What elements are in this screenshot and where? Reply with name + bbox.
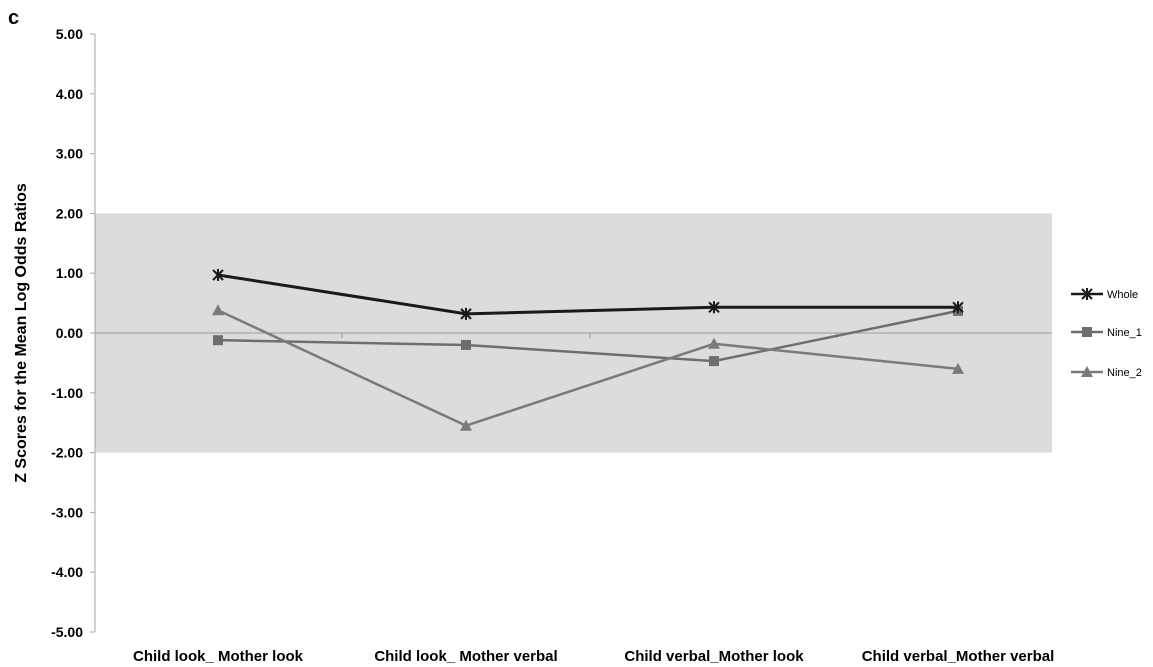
data-point: [212, 304, 224, 316]
data-point: [952, 301, 964, 314]
legend-marker: [1082, 327, 1092, 337]
legend-label: Whole: [1107, 289, 1138, 301]
x-ticks: Child look_ Mother look Child look_ Mothe…: [133, 333, 1054, 665]
y-tick-label: -4.00: [51, 564, 83, 580]
legend-marker: [1081, 366, 1093, 377]
legend-label: Nine_2: [1107, 367, 1142, 379]
series-layer: [212, 268, 964, 431]
data-point: [212, 268, 224, 281]
series-line: [217, 309, 959, 428]
series-line: [217, 309, 959, 363]
x-category-label: Child look_ Mother verbal: [374, 648, 557, 665]
y-tick-label: -5.00: [51, 624, 83, 640]
series-nine-2: [212, 304, 964, 431]
y-tick-label: -3.00: [51, 504, 83, 520]
y-tick-label: 2.00: [56, 205, 83, 221]
y-tick-label: 4.00: [56, 86, 83, 102]
series-whole: [212, 268, 964, 320]
y-ticks: 5.00 4.00 3.00 2.00 1.00 0.00 -1.00 -2.00 -3.00 -…: [51, 26, 95, 640]
data-point: [213, 335, 223, 346]
y-tick-label: 1.00: [56, 265, 83, 281]
y-tick-label: -2.00: [51, 445, 83, 461]
data-point: [461, 339, 471, 350]
y-axis-title: Z Scores for the Mean Log Odds Ratios: [13, 183, 30, 483]
legend-marker: [1081, 288, 1093, 300]
x-category-label: Child look_ Mother look: [133, 648, 304, 665]
legend-label: Nine_1: [1107, 327, 1142, 339]
data-point: [709, 356, 719, 367]
legend: Whole Nine_1 Nine_2: [1071, 288, 1142, 379]
data-point: [708, 337, 720, 349]
data-point: [708, 301, 720, 314]
legend-item: Nine_1: [1071, 327, 1142, 339]
y-tick-label: 3.00: [56, 146, 83, 162]
data-point: [460, 419, 472, 431]
y-tick-label: -1.00: [51, 385, 83, 401]
data-point: [460, 307, 472, 320]
y-tick-label: 5.00: [56, 26, 83, 42]
legend-item: Whole: [1071, 288, 1138, 301]
x-category-label: Child verbal_Mother verbal: [862, 648, 1055, 665]
legend-item: Nine_2: [1071, 366, 1142, 379]
panel-label: c: [8, 7, 19, 29]
y-tick-label: 0.00: [56, 325, 83, 341]
series-line: [217, 273, 958, 316]
x-category-label: Child verbal_Mother look: [624, 648, 804, 665]
data-point: [952, 362, 964, 374]
